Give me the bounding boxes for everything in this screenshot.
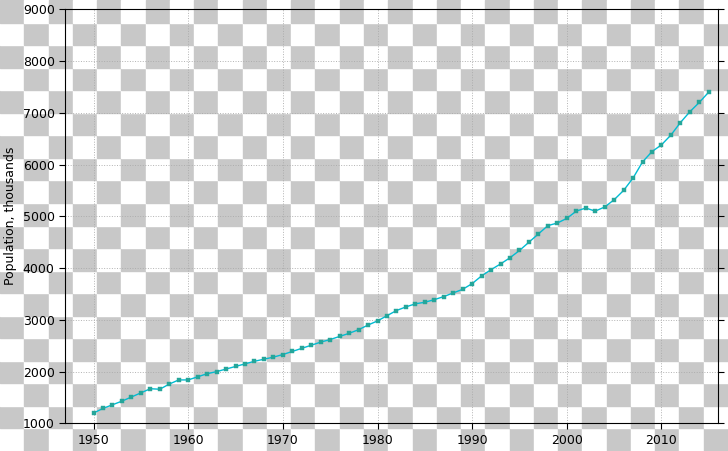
Y-axis label: Population, thousands: Population, thousands [4, 147, 17, 285]
